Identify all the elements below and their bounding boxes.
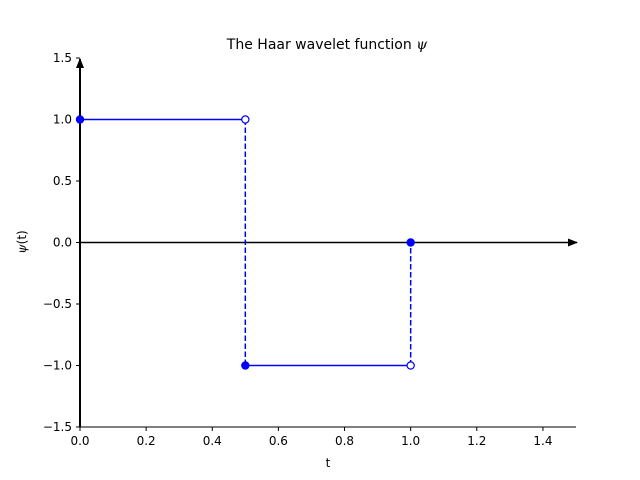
filled-point bbox=[406, 238, 415, 247]
x-tick-label: 1.0 bbox=[401, 434, 420, 448]
y-axis-psi-symbol: ψ bbox=[15, 244, 29, 254]
series-haar bbox=[75, 115, 415, 370]
axes bbox=[76, 58, 578, 428]
open-point bbox=[241, 115, 250, 124]
x-tick-label: 0.6 bbox=[269, 434, 288, 448]
y-tick-label: −1.0 bbox=[43, 359, 72, 373]
y-tick-label: 0.5 bbox=[53, 174, 72, 188]
filled-point bbox=[75, 115, 85, 124]
y-tick-label: 1.0 bbox=[53, 113, 72, 127]
x-tick-label: 0.8 bbox=[335, 434, 354, 448]
filled-point bbox=[241, 361, 250, 370]
x-tick-label: 1.4 bbox=[533, 434, 552, 448]
y-tick-label: 0.0 bbox=[53, 236, 72, 250]
y-ticks: −1.5 −1.0 −0.5 0.0 0.5 1.0 1.5 bbox=[43, 51, 80, 434]
x-axis-label: t bbox=[326, 456, 331, 470]
title-psi-symbol: ψ bbox=[416, 37, 428, 53]
chart-title: The Haar wavelet function ψ bbox=[226, 37, 428, 53]
y-tick-label: −0.5 bbox=[43, 297, 72, 311]
y-tick-label: −1.5 bbox=[43, 420, 72, 434]
x-ticks: 0.0 0.2 0.4 0.6 0.8 1.0 1.2 1.4 bbox=[70, 427, 552, 448]
y-axis-label: ψ(t) bbox=[15, 230, 29, 254]
y-tick-label: 1.5 bbox=[53, 51, 72, 65]
open-point bbox=[406, 361, 415, 370]
x-tick-label: 0.2 bbox=[137, 434, 156, 448]
x-tick-label: 0.0 bbox=[70, 434, 89, 448]
x-tick-label: 1.2 bbox=[467, 434, 486, 448]
x-tick-label: 0.4 bbox=[203, 434, 222, 448]
